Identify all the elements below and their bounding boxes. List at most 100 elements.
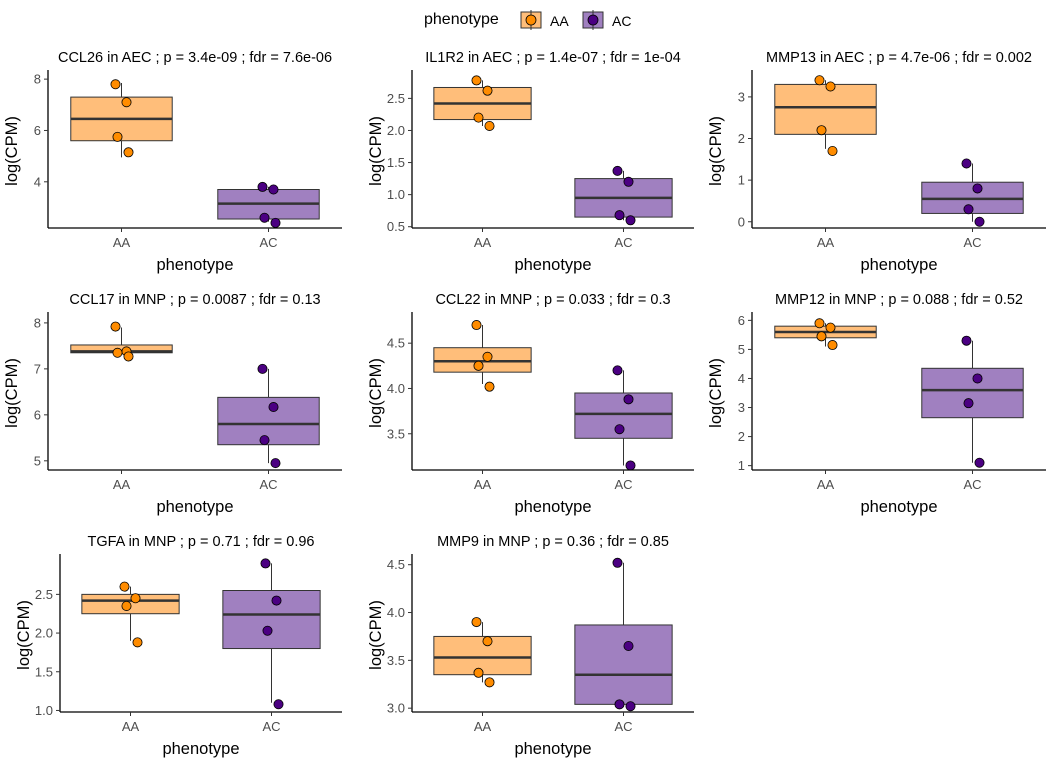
data-point-aa: [814, 75, 825, 86]
data-point-aa: [484, 120, 495, 131]
legend-key-aa-point: [525, 14, 537, 26]
data-point-aa: [110, 321, 121, 332]
data-point-ac: [972, 373, 983, 384]
x-tick-label: AA: [474, 477, 492, 492]
panel-title: CCL22 in MNP ; p = 0.033 ; fdr = 0.3: [435, 292, 670, 308]
y-tick-label: 2: [738, 429, 745, 444]
legend-key-aa: [518, 8, 544, 32]
data-point-ac: [625, 701, 636, 712]
data-point-aa: [816, 331, 827, 342]
data-point-ac: [623, 176, 634, 187]
data-point-aa: [473, 667, 484, 678]
data-point-aa: [827, 146, 838, 157]
box-aa: [433, 635, 532, 676]
y-tick-label: 1.5: [35, 664, 53, 679]
y-tick-label: 2.0: [35, 626, 53, 641]
x-tick-label: AA: [474, 719, 492, 734]
x-axis-title: phenotype: [156, 256, 233, 274]
y-tick-label: 1: [738, 173, 745, 188]
data-point-ac: [972, 183, 983, 194]
y-axis-title: log(CPM): [367, 116, 385, 186]
y-tick-label: 1.0: [35, 703, 53, 718]
data-point-ac: [623, 641, 634, 652]
y-tick-label: 4: [34, 174, 41, 189]
panel-title: MMP9 in MNP ; p = 0.36 ; fdr = 0.85: [437, 534, 669, 550]
x-tick-label: AC: [259, 477, 277, 492]
data-point-ac: [623, 394, 634, 405]
x-tick-label: AC: [262, 719, 280, 734]
y-tick-label: 5: [738, 342, 745, 357]
x-tick-label: AC: [614, 719, 632, 734]
panel-tgfa: TGFA in MNP ; p = 0.71 ; fdr = 0.96 1.0 1.…: [15, 534, 342, 758]
data-point-ac: [614, 699, 625, 710]
y-tick-label: 6: [34, 407, 41, 422]
x-tick-label: AA: [122, 719, 140, 734]
data-point-aa: [119, 581, 130, 592]
data-point-aa: [482, 85, 493, 96]
x-tick-label: AC: [614, 477, 632, 492]
data-point-ac: [961, 158, 972, 169]
data-point-ac: [614, 210, 625, 221]
data-point-aa: [130, 593, 141, 604]
panel-mmp12: MMP12 in MNP ; p = 0.088 ; fdr = 0.52 1 2 3…: [707, 292, 1046, 516]
data-point-ac: [257, 181, 268, 192]
panel-ccl26: CCL26 in AEC ; p = 3.4e-09 ; fdr = 7.6e-…: [3, 50, 342, 274]
data-point-ac: [268, 402, 279, 413]
x-tick-label: AA: [113, 235, 131, 250]
x-axis-title: phenotype: [156, 498, 233, 516]
x-tick-label: AA: [474, 235, 492, 250]
box-ac: [217, 396, 320, 446]
y-tick-label: 4.5: [387, 336, 405, 351]
y-tick-label: 0.5: [387, 219, 405, 234]
data-point-aa: [482, 351, 493, 362]
data-point-aa: [484, 677, 495, 688]
y-tick-label: 4.0: [387, 605, 405, 620]
data-point-ac: [974, 457, 985, 468]
y-tick-label: 3.0: [387, 701, 405, 716]
data-point-ac: [260, 558, 271, 569]
data-point-aa: [814, 318, 825, 329]
x-axis-title: phenotype: [860, 256, 937, 274]
y-tick-label: 3: [738, 89, 745, 104]
panel-ccl22: CCL22 in MNP ; p = 0.033 ; fdr = 0.3 3.5 4…: [367, 292, 694, 516]
data-point-aa: [110, 79, 121, 90]
data-point-aa: [484, 381, 495, 392]
box-aa: [774, 83, 877, 135]
data-point-ac: [259, 212, 270, 223]
y-axis-title: log(CPM): [367, 600, 385, 670]
y-tick-label: 3.5: [387, 426, 405, 441]
data-point-ac: [257, 363, 268, 374]
panel-mmp13: MMP13 in AEC ; p = 4.7e-06 ; fdr = 0.002…: [707, 50, 1046, 274]
data-point-ac: [273, 699, 284, 710]
y-axis-title: log(CPM): [15, 600, 33, 670]
data-point-aa: [123, 147, 134, 158]
y-tick-label: 4.5: [387, 557, 405, 572]
data-point-aa: [112, 131, 123, 142]
data-point-ac: [974, 216, 985, 227]
x-tick-label: AA: [817, 235, 835, 250]
data-point-ac: [271, 595, 282, 606]
data-point-ac: [612, 365, 623, 376]
y-tick-label: 8: [34, 72, 41, 87]
legend-key-ac: [580, 8, 606, 32]
data-point-ac: [259, 435, 270, 446]
y-axis-title: log(CPM): [367, 358, 385, 428]
panel-title: MMP12 in MNP ; p = 0.088 ; fdr = 0.52: [775, 292, 1023, 308]
data-point-aa: [473, 360, 484, 371]
data-point-aa: [471, 75, 482, 86]
x-axis-title: phenotype: [514, 256, 591, 274]
legend-key-ac-point: [587, 14, 599, 26]
legend: phenotype AA AC: [0, 0, 1056, 40]
y-tick-label: 5: [34, 453, 41, 468]
data-point-aa: [121, 600, 132, 611]
data-point-aa: [132, 637, 143, 648]
data-point-ac: [614, 424, 625, 435]
x-tick-label: AA: [113, 477, 131, 492]
x-tick-label: AC: [614, 235, 632, 250]
data-point-ac: [963, 398, 974, 409]
data-point-ac: [625, 460, 636, 471]
y-tick-label: 3: [738, 400, 745, 415]
panel-ccl17: CCL17 in MNP ; p = 0.0087 ; fdr = 0.13 5 6…: [3, 292, 342, 516]
box-ac: [222, 590, 321, 650]
y-tick-label: 7: [34, 361, 41, 376]
